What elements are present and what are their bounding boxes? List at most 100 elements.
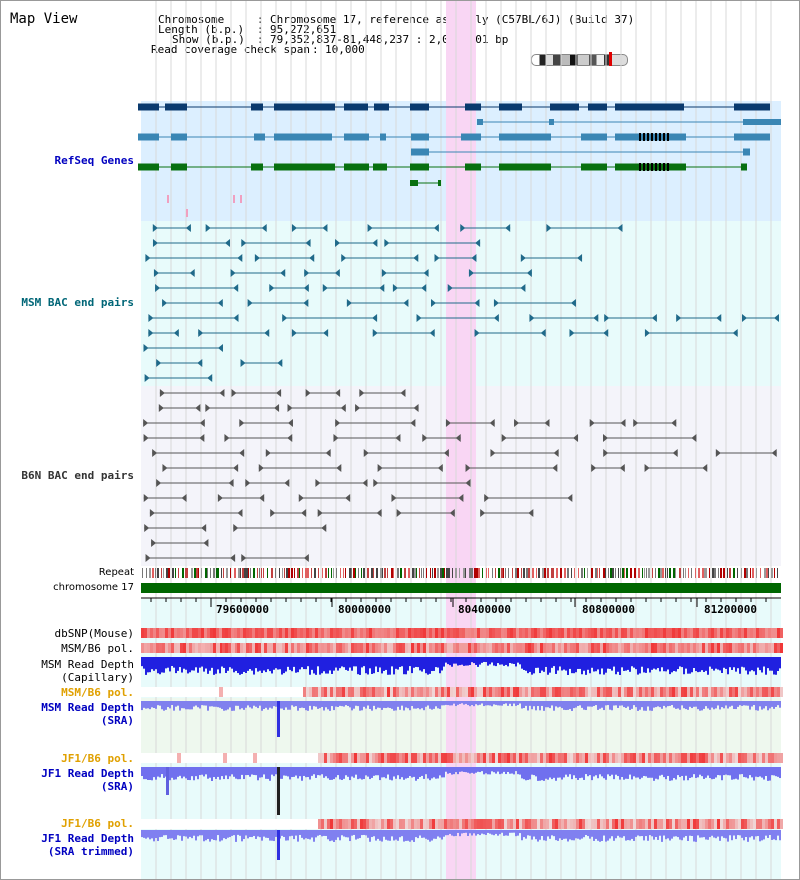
span-label: Read coverage check span	[151, 43, 310, 56]
repeat-mark	[358, 568, 359, 578]
repeat-mark	[737, 568, 738, 578]
track-label-b6n-bac[interactable]: B6N BAC end pairs	[21, 469, 134, 482]
repeat-mark	[318, 568, 319, 578]
repeat-mark	[440, 568, 442, 578]
track-label-repeat: Repeat	[98, 567, 134, 578]
repeat-mark	[624, 568, 625, 578]
repeat-mark	[492, 568, 493, 578]
repeat-mark	[191, 568, 193, 578]
track-label-msm-depth-sra[interactable]: MSM Read Depth	[41, 701, 134, 714]
axis-tick-label: 79600000	[216, 603, 269, 616]
track-label-msm-depth-capillary[interactable]: MSM Read Depth	[41, 658, 134, 671]
repeat-mark	[250, 568, 251, 578]
track-label-msm-bac[interactable]: MSM BAC end pairs	[21, 296, 134, 309]
repeat-mark	[207, 568, 208, 578]
repeat-mark	[361, 568, 362, 578]
repeat-mark	[349, 568, 351, 578]
axis-tick-label: 80800000	[582, 603, 635, 616]
repeat-mark	[610, 568, 612, 578]
repeat-mark	[634, 568, 636, 578]
repeat-mark	[210, 568, 211, 578]
repeat-mark	[638, 568, 640, 578]
repeat-mark	[353, 568, 355, 578]
repeat-mark	[175, 568, 176, 578]
repeat-mark	[642, 568, 643, 578]
track-label-jf1-depth-sra[interactable]: JF1 Read Depth	[41, 767, 134, 780]
repeat-mark	[706, 568, 707, 578]
repeat-mark	[581, 568, 583, 578]
repeat-mark	[434, 568, 436, 578]
repeat-mark	[501, 568, 503, 578]
repeat-mark	[223, 568, 224, 578]
repeat-mark	[495, 568, 496, 578]
repeat-mark	[476, 568, 478, 578]
repeat-mark	[168, 568, 170, 578]
repeat-mark	[373, 568, 374, 578]
repeat-mark	[248, 568, 249, 578]
track-label-msm-b6-pol-2[interactable]: MSM/B6 pol.	[61, 686, 134, 699]
repeat-mark	[419, 568, 420, 578]
repeat-mark	[382, 568, 383, 578]
repeat-mark	[544, 568, 546, 578]
chromosome-ideogram[interactable]	[531, 54, 628, 66]
repeat-mark	[712, 568, 714, 578]
repeat-mark	[688, 568, 689, 578]
repeat-mark	[244, 568, 246, 578]
repeat-mark	[584, 568, 585, 578]
repeat-mark	[263, 568, 264, 578]
repeat-mark	[238, 568, 240, 578]
repeat-mark	[423, 568, 424, 578]
repeat-mark	[503, 568, 504, 578]
repeat-mark	[367, 568, 369, 578]
repeat-mark	[331, 568, 332, 578]
repeat-mark	[442, 568, 444, 578]
repeat-mark	[305, 568, 307, 578]
axis-tick-label: 80000000	[338, 603, 391, 616]
repeat-mark	[157, 568, 159, 578]
repeat-mark	[542, 568, 544, 578]
repeat-mark	[343, 568, 344, 578]
repeat-mark	[553, 568, 554, 578]
repeat-mark	[675, 568, 676, 578]
repeat-mark	[146, 568, 147, 578]
repeat-mark	[556, 568, 558, 578]
repeat-mark	[408, 568, 410, 578]
track-label-jf1-b6-pol[interactable]: JF1/B6 pol.	[61, 752, 134, 765]
track-label-msm-b6-pol[interactable]: MSM/B6 pol.	[61, 642, 134, 655]
repeat-mark	[387, 568, 388, 578]
track-label-dbsnp[interactable]: dbSNP(Mouse)	[54, 627, 134, 640]
repeat-mark	[658, 568, 660, 578]
repeat-mark	[371, 568, 373, 578]
repeat-mark	[526, 568, 528, 578]
repeat-mark	[446, 568, 448, 578]
repeat-mark	[774, 568, 775, 578]
track-label-refseq-genes[interactable]: RefSeq Genes	[54, 154, 134, 167]
repeat-mark	[242, 568, 244, 578]
msm-bac-track-area	[141, 221, 781, 386]
track-label-jf1-b6-pol-2[interactable]: JF1/B6 pol.	[61, 817, 134, 830]
repeat-mark	[626, 568, 628, 578]
repeat-mark	[599, 568, 600, 578]
repeat-mark	[683, 568, 684, 578]
repeat-mark	[733, 568, 735, 578]
repeat-mark	[538, 568, 540, 578]
repeat-mark	[257, 568, 258, 578]
repeat-mark	[284, 568, 285, 578]
repeat-mark	[213, 568, 215, 578]
repeat-mark	[685, 568, 686, 578]
repeat-mark	[221, 568, 222, 578]
track-label-jf1-depth-trimmed[interactable]: JF1 Read Depth	[41, 832, 134, 845]
repeat-mark	[618, 568, 619, 578]
repeat-mark	[777, 568, 778, 578]
repeat-mark	[567, 568, 569, 578]
repeat-mark	[275, 568, 276, 578]
repeat-mark	[595, 568, 597, 578]
repeat-mark	[652, 568, 653, 578]
repeat-mark	[587, 568, 588, 578]
repeat-mark	[474, 568, 476, 578]
repeat-mark	[528, 568, 530, 578]
repeat-mark	[376, 568, 378, 578]
repeat-mark	[605, 568, 606, 578]
repeat-mark	[230, 568, 231, 578]
repeat-mark	[764, 568, 766, 578]
